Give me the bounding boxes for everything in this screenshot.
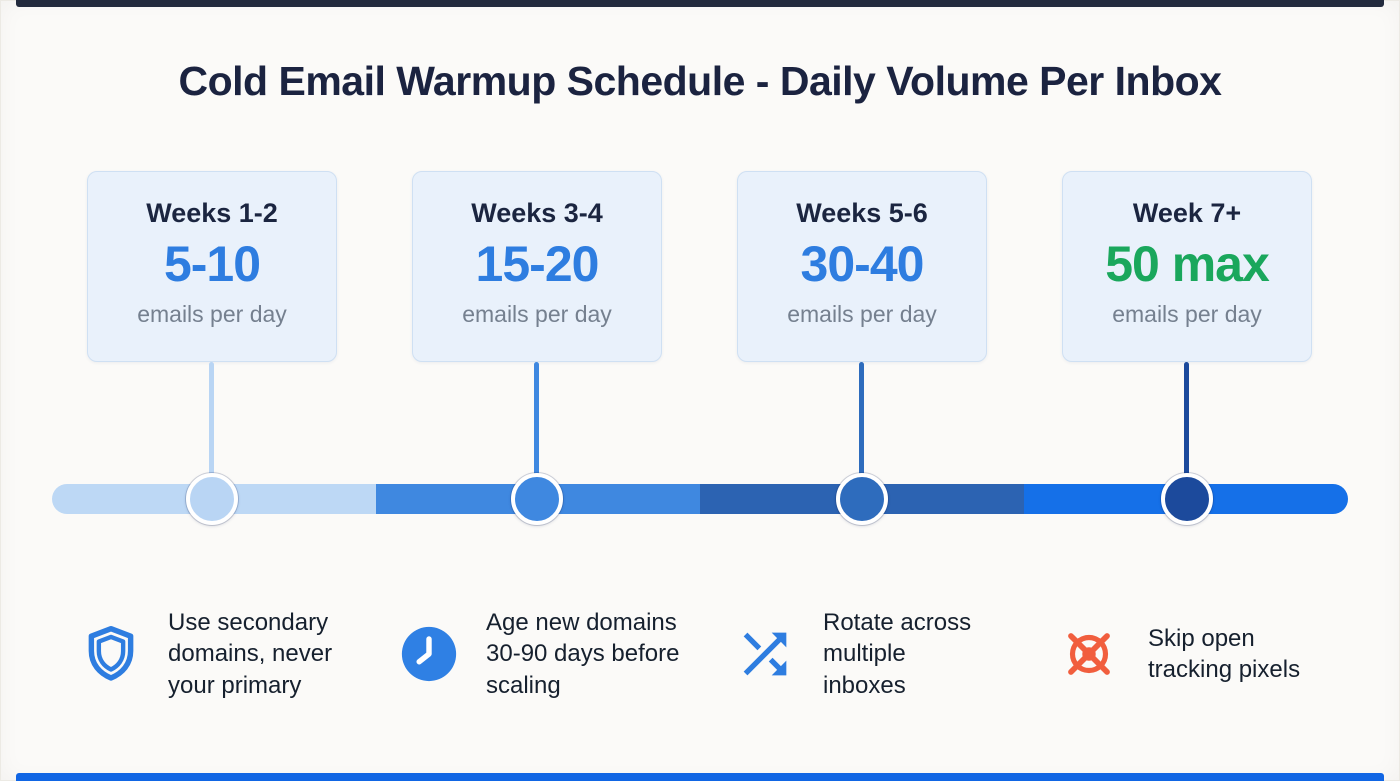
card-unit: emails per day: [787, 301, 937, 327]
card-unit: emails per day: [1112, 301, 1262, 327]
timeline-connector-4: [1184, 362, 1189, 484]
tip-age-domains: Age new domains 30-90 days before scalin…: [398, 606, 691, 702]
top-border-strip: [16, 0, 1384, 7]
card-unit: emails per day: [462, 301, 612, 327]
clock-icon: [398, 623, 460, 685]
tip-text: Use secondary domains, never your primar…: [168, 609, 333, 699]
timeline-node-3: [836, 473, 888, 525]
timeline-connector-3: [859, 362, 864, 484]
tip-text: Rotate across multiple inboxes: [823, 609, 972, 699]
timeline-bar: [52, 484, 1348, 514]
bottom-border-strip: [16, 773, 1384, 781]
card-volume: 15-20: [475, 236, 600, 292]
no-tracking-icon: [1056, 621, 1122, 687]
card-period: Weeks 5-6: [796, 198, 928, 228]
card-period: Weeks 1-2: [146, 198, 278, 228]
timeline-node-2: [511, 473, 563, 525]
shuffle-icon: [733, 622, 797, 686]
timeline-connector-2: [534, 362, 539, 484]
tip-skip-tracking: Skip open tracking pixels: [1056, 606, 1313, 702]
schedule-card-week-7-plus: Week 7+ 50 max emails per day: [1062, 171, 1312, 362]
timeline-node-1: [186, 473, 238, 525]
schedule-card-weeks-5-6: Weeks 5-6 30-40 emails per day: [737, 171, 987, 362]
card-volume: 50 max: [1105, 236, 1270, 292]
tip-rotate-inboxes: Rotate across multiple inboxes: [733, 606, 983, 702]
tip-text: Age new domains 30-90 days before scalin…: [486, 609, 680, 699]
schedule-card-weeks-3-4: Weeks 3-4 15-20 emails per day: [412, 171, 662, 362]
tip-secondary-domains: Use secondary domains, never your primar…: [80, 606, 343, 702]
card-period: Week 7+: [1132, 198, 1242, 228]
page-title: Cold Email Warmup Schedule - Daily Volum…: [178, 58, 1222, 104]
card-period: Weeks 3-4: [471, 198, 603, 228]
card-volume: 5-10: [163, 236, 261, 292]
tip-text: Skip open tracking pixels: [1148, 624, 1301, 683]
timeline-node-4: [1161, 473, 1213, 525]
card-unit: emails per day: [137, 301, 287, 327]
shield-icon: [80, 623, 142, 685]
timeline-connector-1: [209, 362, 214, 484]
card-volume: 30-40: [800, 236, 925, 292]
schedule-card-weeks-1-2: Weeks 1-2 5-10 emails per day: [87, 171, 337, 362]
